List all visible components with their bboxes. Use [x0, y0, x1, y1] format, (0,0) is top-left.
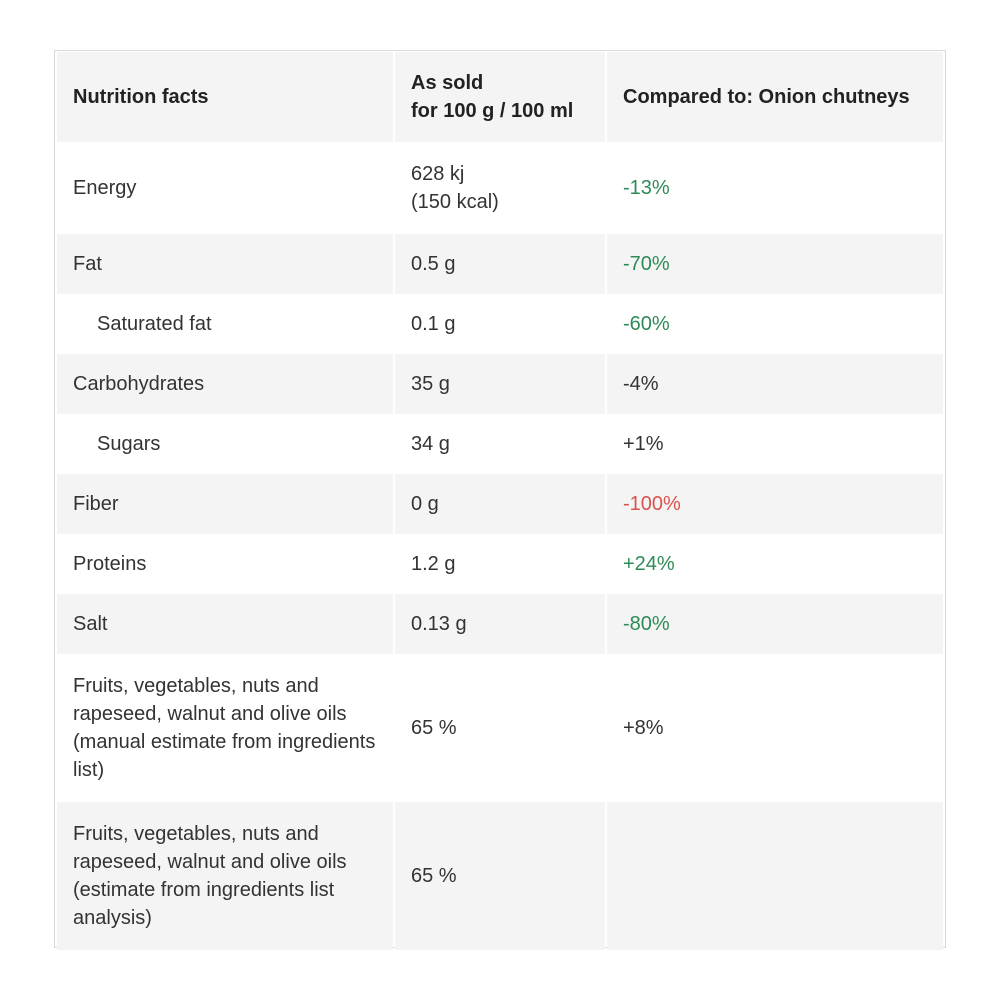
- nutrient-name: Fruits, vegetables, nuts and rapeseed, w…: [57, 654, 393, 802]
- table-row-fruits-vegetables-manual: Fruits, vegetables, nuts and rapeseed, w…: [57, 654, 943, 802]
- nutrient-name: Fiber: [57, 474, 393, 534]
- table-row-fiber: Fiber 0 g -100%: [57, 474, 943, 534]
- header-nutrition-facts: Nutrition facts: [57, 52, 393, 142]
- nutrient-name: Energy: [57, 142, 393, 234]
- comparison-value: -70%: [607, 234, 943, 294]
- nutrient-value-line2: (150 kcal): [411, 191, 499, 213]
- nutrient-value: 0.5 g: [395, 234, 605, 294]
- comparison-value: -4%: [607, 354, 943, 414]
- nutrient-value: 65 %: [395, 654, 605, 802]
- nutrient-value: 0 g: [395, 474, 605, 534]
- nutrient-name: Carbohydrates: [57, 354, 393, 414]
- comparison-value: -60%: [607, 294, 943, 354]
- nutrient-value: 1.2 g: [395, 534, 605, 594]
- table-row-saturated-fat: Saturated fat 0.1 g -60%: [57, 294, 943, 354]
- table-row-proteins: Proteins 1.2 g +24%: [57, 534, 943, 594]
- comparison-value: [607, 802, 943, 950]
- comparison-value: +24%: [607, 534, 943, 594]
- nutrient-value: 65 %: [395, 802, 605, 950]
- nutrition-table-container: Nutrition facts As sold for 100 g / 100 …: [54, 50, 946, 950]
- header-compared-to: Compared to: Onion chutneys: [607, 52, 943, 142]
- table-row-fat: Fat 0.5 g -70%: [57, 234, 943, 294]
- nutrient-value: 34 g: [395, 414, 605, 474]
- comparison-value: -80%: [607, 594, 943, 654]
- table-header-row: Nutrition facts As sold for 100 g / 100 …: [57, 52, 943, 142]
- nutrient-value-line1: 628 kj: [411, 163, 465, 185]
- nutrient-name: Fruits, vegetables, nuts and rapeseed, w…: [57, 802, 393, 950]
- nutrient-value: 0.13 g: [395, 594, 605, 654]
- nutrient-name: Proteins: [57, 534, 393, 594]
- comparison-value: +1%: [607, 414, 943, 474]
- nutrient-name: Sugars: [57, 414, 393, 474]
- nutrition-table: Nutrition facts As sold for 100 g / 100 …: [55, 52, 945, 950]
- table-row-energy: Energy 628 kj (150 kcal) -13%: [57, 142, 943, 234]
- nutrient-value: 35 g: [395, 354, 605, 414]
- header-as-sold: As sold for 100 g / 100 ml: [395, 52, 605, 142]
- header-as-sold-line2: for 100 g / 100 ml: [411, 100, 574, 122]
- table-row-fruits-vegetables-analysis: Fruits, vegetables, nuts and rapeseed, w…: [57, 802, 943, 950]
- table-row-sugars: Sugars 34 g +1%: [57, 414, 943, 474]
- comparison-value: +8%: [607, 654, 943, 802]
- nutrient-value: 0.1 g: [395, 294, 605, 354]
- header-as-sold-line1: As sold: [411, 72, 484, 94]
- nutrient-name: Salt: [57, 594, 393, 654]
- table-row-salt: Salt 0.13 g -80%: [57, 594, 943, 654]
- comparison-value: -13%: [607, 142, 943, 234]
- nutrient-value: 628 kj (150 kcal): [395, 142, 605, 234]
- table-row-carbohydrates: Carbohydrates 35 g -4%: [57, 354, 943, 414]
- nutrient-name: Saturated fat: [57, 294, 393, 354]
- nutrient-name: Fat: [57, 234, 393, 294]
- comparison-value: -100%: [607, 474, 943, 534]
